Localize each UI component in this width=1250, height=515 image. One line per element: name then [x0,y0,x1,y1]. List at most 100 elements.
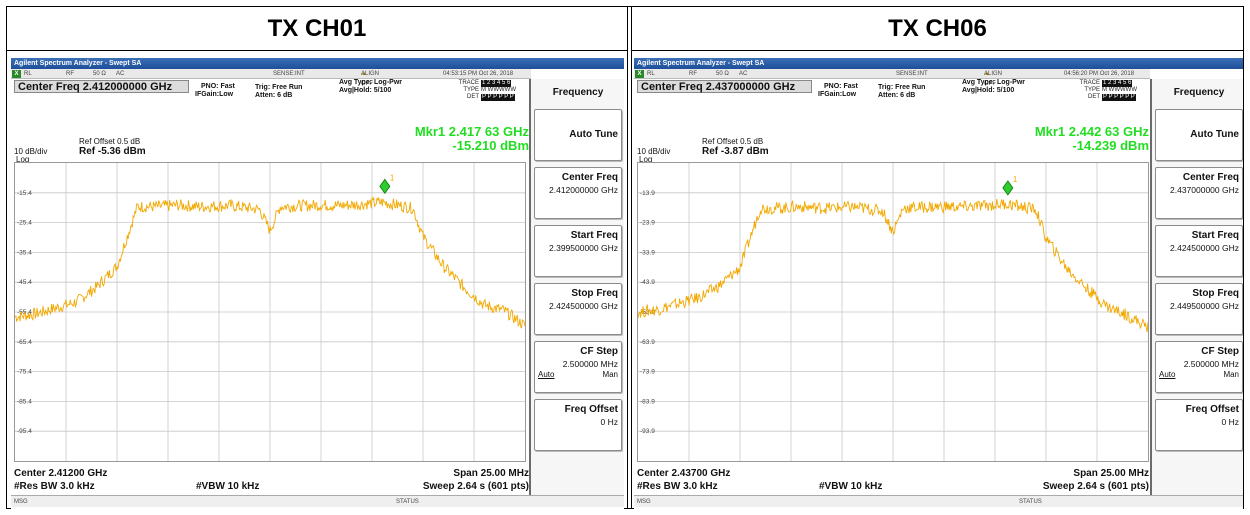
trig-setting: Trig: Free Run [255,84,303,91]
softkey-auto-tune[interactable]: Auto Tune [534,109,622,161]
ifgain-setting: IFGain:Low [195,91,234,98]
heading-left: TX CH01 [7,7,627,51]
vbw: #VBW 10 kHz [819,481,883,492]
y-tick-label: -85.4 [17,398,32,405]
softkey-panel: Frequency Auto Tune Center Freq 2.4370000… [1150,79,1243,495]
marker-1-label: 1 [390,173,395,182]
softkey-freq-offset[interactable]: Freq Offset 0 Hz [534,399,622,451]
y-tick-label: -45.4 [17,279,32,286]
avg-type: Avg Type: Log-Pwr [339,79,402,86]
x-logo-icon: X [635,70,644,78]
status-rl: RL [24,71,32,77]
y-tick-label: -33.9 [640,249,655,256]
softkey-menu-title: Frequency [552,87,604,98]
softkey-auto-tune[interactable]: Auto Tune [1155,109,1243,161]
status-row: X RL RF 50 Ω AC SENSE:INT ▲ ALIGN OFF 04:… [634,69,1150,87]
y-tick-label: -43.9 [640,279,655,286]
y-tick-label: -75.4 [17,369,32,376]
x-logo-icon: X [12,70,21,78]
y-tick-label: -25.4 [17,220,32,227]
softkey-start-freq[interactable]: Start Freq 2.399500000 GHz [534,225,622,277]
y-tick-label: -23.9 [640,220,655,227]
marker-level: -15.210 dBm [452,138,529,153]
spectrum-plot: -13.9 -23.9 -33.9 -43.9 -53.9 -63.9 -73.9 -83.9… [637,162,1149,462]
spectrum-plot: -15.4 -25.4 -35.4 -45.4 -55.4 -65.4 -75.4 -85.4… [14,162,526,462]
column-divider [627,7,632,508]
sweep: Sweep 2.64 s (601 pts) [1042,481,1149,492]
report-table: TX CH01 TX CH06 Agilent Spectrum Analyze… [6,6,1244,510]
atten-setting: Atten: 6 dB [878,92,916,99]
ifgain-setting: IFGain:Low [818,91,857,98]
log-label: Log [639,155,653,164]
res-bw: #Res BW 3.0 kHz [14,481,95,492]
softkey-center-freq[interactable]: Center Freq 2.412000000 GHz [534,167,622,219]
warning-icon: ▲ [361,71,367,77]
softkey-cf-step[interactable]: CF Step 2.500000 MHz Auto Man [1155,341,1243,393]
window-title: Agilent Spectrum Analyzer - Swept SA [11,58,624,69]
ref-level: Ref -3.87 dBm [702,146,769,157]
center-freq-display[interactable]: Center Freq 2.412000000 GHz [14,80,189,93]
y-tick-label: -65.4 [17,339,32,346]
status-rf: RF [66,71,74,77]
ref-offset: Ref Offset 0.5 dB [702,137,764,146]
scale-label: 10 dB/div [637,147,671,156]
span: Span 25.00 MHz [453,468,529,479]
status-ac: AC [116,71,125,77]
y-tick-label: -93.9 [640,428,655,435]
analyzer-screen-ch06: Agilent Spectrum Analyzer - Swept SA X R… [634,58,1243,510]
window-title: Agilent Spectrum Analyzer - Swept SA [634,58,1243,69]
softkey-stop-freq[interactable]: Stop Freq 2.449500000 GHz [1155,283,1243,335]
y-tick-label: -35.4 [17,249,32,256]
marker-1-label: 1 [1013,175,1018,184]
marker-level: -14.239 dBm [1072,138,1149,153]
spectrum-svg: -13.9-23.9-33.9-43.9-53.9-63.9-73.9-83.9… [638,163,1148,461]
softkey-menu-title: Frequency [1173,87,1225,98]
ref-level: Ref -5.36 dBm [79,146,146,157]
y-tick-label: -15.4 [17,190,32,197]
avg-hold: Avg|Hold: 5/100 [339,87,392,94]
spectrum-trace [638,198,1148,333]
atten-setting: Atten: 6 dB [255,92,293,99]
center-bottom: Center 2.43700 GHz [637,468,731,479]
y-tick-label: -63.9 [640,339,655,346]
ref-offset: Ref Offset 0.5 dB [79,137,141,146]
vbw: #VBW 10 kHz [196,481,260,492]
avg-hold: Avg|Hold: 5/100 [962,87,1015,94]
softkey-start-freq[interactable]: Start Freq 2.424500000 GHz [1155,225,1243,277]
log-label: Log [16,155,30,164]
warning-icon: ▲ [984,71,990,77]
softkey-freq-offset[interactable]: Freq Offset 0 Hz [1155,399,1243,451]
marker-freq: Mkr1 2.417 63 GHz [414,124,529,139]
y-tick-label: -73.9 [640,369,655,376]
analyzer-screen-ch01: Agilent Spectrum Analyzer - Swept SA X R… [11,58,624,510]
status-sense: SENSE:INT [896,71,928,77]
status-sense: SENSE:INT [273,71,305,77]
avg-type: Avg Type: Log-Pwr [962,79,1025,86]
marker-1-diamond [379,178,391,195]
trace-box: TRACE 1 2 3 4 5 6 TYPE M WWWWW DET P P P P … [1079,80,1137,101]
softkey-panel: Frequency Auto Tune Center Freq 2.4120000… [529,79,624,495]
msg-bar: MSG STATUS [11,495,624,507]
softkey-cf-step[interactable]: CF Step 2.500000 MHz Auto Man [534,341,622,393]
trig-setting: Trig: Free Run [878,84,926,91]
msg-bar: MSG STATUS [634,495,1243,507]
status-rf: RF [689,71,697,77]
softkey-stop-freq[interactable]: Stop Freq 2.424500000 GHz [534,283,622,335]
status-time: 04:53:15 PM Oct 26, 2018 [443,71,514,77]
y-tick-label: -95.4 [17,428,32,435]
pno-setting: PNO: Fast [824,83,858,90]
status-impedance: 50 Ω [716,71,729,77]
trace-box: TRACE 1 2 3 4 5 6 TYPE M WWWWW DET P P P P … [458,80,516,101]
softkey-center-freq[interactable]: Center Freq 2.437000000 GHz [1155,167,1243,219]
res-bw: #Res BW 3.0 kHz [637,481,718,492]
y-tick-label: -13.9 [640,190,655,197]
status-ac: AC [739,71,748,77]
status-rl: RL [647,71,655,77]
pno-setting: PNO: Fast [201,83,235,90]
status-impedance: 50 Ω [93,71,106,77]
y-tick-label: -83.9 [640,398,655,405]
scale-label: 10 dB/div [14,147,48,156]
center-bottom: Center 2.41200 GHz [14,468,108,479]
spectrum-trace [15,196,525,329]
center-freq-display[interactable]: Center Freq 2.437000000 GHz [637,80,812,93]
